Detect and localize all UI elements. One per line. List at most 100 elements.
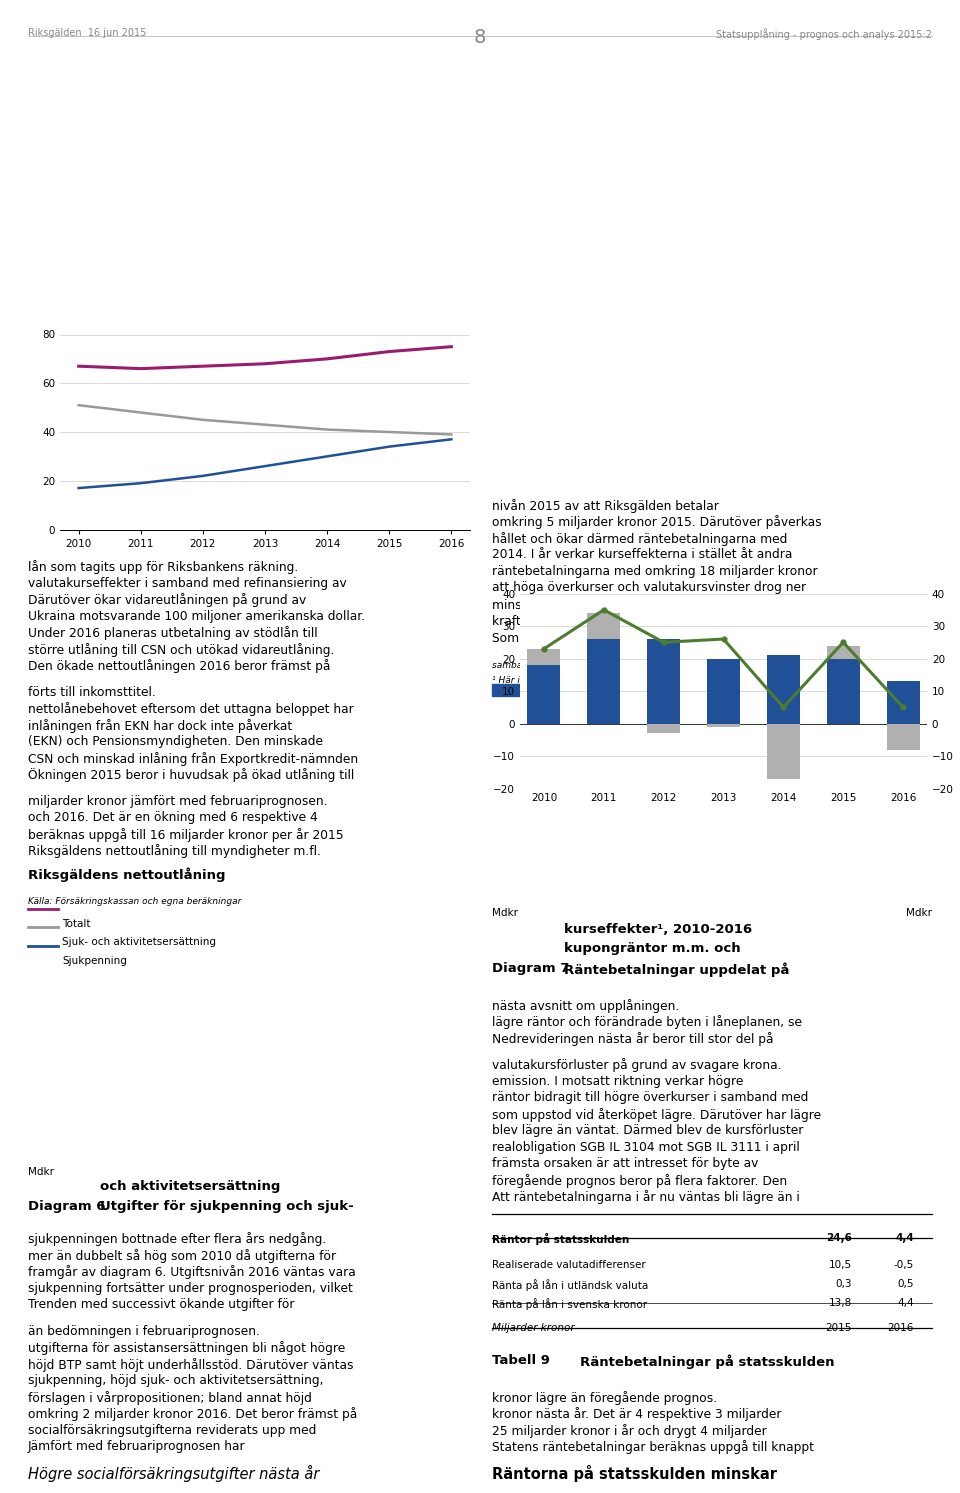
Text: Ränta på lån i svenska kronor: Ränta på lån i svenska kronor — [492, 1297, 647, 1309]
Bar — [827, 645, 859, 658]
Text: Statsupplåning - prognos och analys 2015:2: Statsupplåning - prognos och analys 2015… — [716, 28, 932, 40]
Text: framgår av diagram 6. Utgiftsnivån 2016 väntas vara: framgår av diagram 6. Utgiftsnivån 2016 … — [28, 1265, 356, 1280]
Text: 25 miljarder kronor i år och drygt 4 miljarder: 25 miljarder kronor i år och drygt 4 mil… — [492, 1424, 767, 1438]
Text: mer än dubbelt så hög som 2010 då utgifterna för: mer än dubbelt så hög som 2010 då utgift… — [28, 1248, 336, 1263]
Text: nettolånebehovet eftersom det uttagna beloppet har: nettolånebehovet eftersom det uttagna be… — [28, 702, 353, 717]
Text: Att räntebetalningarna i år nu väntas bli lägre än i: Att räntebetalningarna i år nu väntas bl… — [492, 1190, 800, 1205]
Text: hållet och ökar därmed räntebetalningarna med: hållet och ökar därmed räntebetalningarn… — [492, 532, 787, 546]
Bar — [767, 724, 800, 779]
Text: valutakursförluster på grund av svagare krona.: valutakursförluster på grund av svagare … — [492, 1059, 781, 1072]
Text: kraftigt mellan 2014 och 2015 för att sedan åter: kraftigt mellan 2014 och 2015 för att se… — [492, 614, 790, 629]
Bar — [630, 684, 660, 696]
Text: Som framgår av diagram 7 ökar räntebetalningarna: Som framgår av diagram 7 ökar räntebetal… — [492, 632, 810, 645]
Bar — [708, 724, 740, 727]
Text: Totalt: Totalt — [774, 699, 802, 709]
Text: föregående prognos beror på flera faktorer. Den: föregående prognos beror på flera faktor… — [492, 1173, 787, 1187]
Text: Källa: Försäkringskassan och egna beräkningar: Källa: Försäkringskassan och egna beräkn… — [28, 897, 241, 906]
Bar — [588, 639, 620, 724]
Text: omkring 2 miljarder kronor 2016. Det beror främst på: omkring 2 miljarder kronor 2016. Det ber… — [28, 1408, 357, 1421]
Text: Kupongräntor m.m.: Kupongräntor m.m. — [526, 699, 628, 709]
Text: Statens räntebetalningar beräknas uppgå till knappt: Statens räntebetalningar beräknas uppgå … — [492, 1441, 814, 1454]
Text: Diagram 6: Diagram 6 — [28, 1200, 106, 1212]
Text: CSN och minskad inlåning från Exportkredit-nämnden: CSN och minskad inlåning från Exportkred… — [28, 752, 358, 766]
Text: 0,3: 0,3 — [835, 1280, 852, 1288]
Text: Ränta på lån i utländsk valuta: Ränta på lån i utländsk valuta — [492, 1280, 648, 1291]
Text: Mdkr: Mdkr — [906, 908, 932, 918]
Text: Riksgäldens nettoutlåning till myndigheter m.fl.: Riksgäldens nettoutlåning till myndighet… — [28, 844, 321, 858]
Text: höjd BTP samt höjt underhållsstöd. Därutöver väntas: höjd BTP samt höjt underhållsstöd. Därut… — [28, 1357, 353, 1372]
Bar — [527, 649, 561, 664]
Text: 24,6: 24,6 — [827, 1233, 852, 1244]
Text: Trenden med successivt ökande utgifter för: Trenden med successivt ökande utgifter f… — [28, 1299, 295, 1311]
Text: Räntor på statsskulden: Räntor på statsskulden — [492, 1233, 629, 1245]
Text: och 2016. Det är en ökning med 6 respektive 4: och 2016. Det är en ökning med 6 respekt… — [28, 811, 318, 824]
Text: 8: 8 — [474, 28, 486, 46]
Text: Riksgäldens nettoutlåning: Riksgäldens nettoutlåning — [28, 867, 226, 882]
Text: Mdkr: Mdkr — [492, 908, 518, 918]
Text: som uppstod vid återköpet lägre. Därutöver har lägre: som uppstod vid återköpet lägre. Därutöv… — [492, 1108, 821, 1121]
Text: miljarder kronor jämfört med februariprognosen.: miljarder kronor jämfört med februaripro… — [28, 794, 327, 808]
Text: Sjuk- och aktivitetsersättning: Sjuk- och aktivitetsersättning — [62, 938, 216, 948]
Text: sjukpenning fortsätter under prognosperioden, vilket: sjukpenning fortsätter under prognosperi… — [28, 1282, 353, 1294]
Text: sjukpenning, höjd sjuk- och aktivitetsersättning,: sjukpenning, höjd sjuk- och aktivitetser… — [28, 1374, 324, 1387]
Text: Räntebetalningar på statsskulden: Räntebetalningar på statsskulden — [580, 1354, 834, 1369]
Bar — [708, 658, 740, 724]
Text: än bedömningen i februariprognosen.: än bedömningen i februariprognosen. — [28, 1324, 260, 1338]
Bar — [647, 724, 680, 733]
Text: nivån 2015 av att Riksgälden betalar: nivån 2015 av att Riksgälden betalar — [492, 499, 719, 512]
Text: Totalt: Totalt — [62, 920, 90, 929]
Text: större utlåning till CSN och utökad vidareutlåning.: större utlåning till CSN och utökad vida… — [28, 643, 334, 657]
Text: Riksgälden  16 jun 2015: Riksgälden 16 jun 2015 — [28, 28, 146, 37]
Text: Miljarder kronor: Miljarder kronor — [492, 1323, 575, 1333]
Text: Diagram 7: Diagram 7 — [492, 961, 569, 975]
Text: Sjukpenning: Sjukpenning — [62, 956, 127, 966]
Text: Ukraina motsvarande 100 miljoner amerikanska dollar.: Ukraina motsvarande 100 miljoner amerika… — [28, 609, 365, 623]
Text: Under 2016 planeras utbetalning av stödlån till: Under 2016 planeras utbetalning av stödl… — [28, 626, 318, 640]
Text: emission. I motsatt riktning verkar högre: emission. I motsatt riktning verkar högr… — [492, 1075, 743, 1087]
Bar — [767, 655, 800, 724]
Bar — [887, 724, 920, 749]
Text: kronor lägre än föregående prognos.: kronor lägre än föregående prognos. — [492, 1391, 717, 1405]
Text: räntebetalningarna med omkring 18 miljarder kronor: räntebetalningarna med omkring 18 miljar… — [492, 564, 818, 578]
Text: att höga överkurser och valutakursvinster drog ner: att höga överkurser och valutakursvinste… — [492, 581, 806, 594]
Text: och aktivitetsersättning: och aktivitetsersättning — [100, 1179, 280, 1193]
Text: 4,4: 4,4 — [896, 1233, 914, 1244]
Text: nästa avsnitt om upplåningen.: nästa avsnitt om upplåningen. — [492, 999, 680, 1012]
Text: kupongräntor m.m. och: kupongräntor m.m. och — [564, 942, 740, 956]
Text: Realiserade valutadifferenser: Realiserade valutadifferenser — [492, 1260, 646, 1271]
Text: 4,4: 4,4 — [898, 1297, 914, 1308]
Bar — [492, 684, 522, 696]
Text: Utgifter för sjukpenning och sjuk-: Utgifter för sjukpenning och sjuk- — [100, 1200, 353, 1212]
Text: beräknas uppgå till 16 miljarder kronor per år 2015: beräknas uppgå till 16 miljarder kronor … — [28, 827, 344, 842]
Text: 2015: 2015 — [826, 1323, 852, 1333]
Text: realobligation SGB IL 3104 mot SGB IL 3111 i april: realobligation SGB IL 3104 mot SGB IL 31… — [492, 1141, 800, 1154]
Text: lägre räntor och förändrade byten i låneplanen, se: lägre räntor och förändrade byten i låne… — [492, 1015, 802, 1029]
Text: Mdkr: Mdkr — [28, 1166, 54, 1176]
Text: samband med byten/återköp samt realiserade valutakursvinster/förluster.: samband med byten/återköp samt realisera… — [492, 660, 827, 670]
Text: 13,8: 13,8 — [828, 1297, 852, 1308]
Text: (EKN) och Pensionsmyndigheten. Den minskade: (EKN) och Pensionsmyndigheten. Den minsk… — [28, 735, 323, 748]
Text: Nedrevideringen nästa år beror till stor del på: Nedrevideringen nästa år beror till stor… — [492, 1032, 774, 1045]
Text: kurseffekter¹, 2010-2016: kurseffekter¹, 2010-2016 — [564, 923, 752, 936]
Text: omkring 5 miljarder kronor 2015. Därutöver påverkas: omkring 5 miljarder kronor 2015. Därutöv… — [492, 515, 822, 530]
Text: 10,5: 10,5 — [828, 1260, 852, 1271]
Text: Jämfört med februariprognosen har: Jämfört med februariprognosen har — [28, 1441, 246, 1453]
Text: främsta orsaken är att intresset för byte av: främsta orsaken är att intresset för byt… — [492, 1157, 758, 1171]
Text: 0,5: 0,5 — [898, 1280, 914, 1288]
Text: -0,5: -0,5 — [894, 1260, 914, 1271]
Text: Räntebetalningar uppdelat på: Räntebetalningar uppdelat på — [564, 961, 789, 976]
Bar — [588, 614, 620, 639]
Text: ¹ Här ingår över/underkurser vid emission, kursvinster/förluster i: ¹ Här ingår över/underkurser vid emissio… — [492, 675, 784, 685]
Text: Räntorna på statsskulden minskar: Räntorna på statsskulden minskar — [492, 1465, 777, 1483]
Text: Tabell 9: Tabell 9 — [492, 1354, 550, 1368]
Text: valutakurseffekter i samband med refinansiering av: valutakurseffekter i samband med refinan… — [28, 576, 347, 590]
Bar — [527, 664, 561, 724]
Text: kronor nästa år. Det är 4 respektive 3 miljarder: kronor nästa år. Det är 4 respektive 3 m… — [492, 1408, 781, 1421]
Bar — [827, 658, 859, 724]
Text: förslagen i vårpropositionen; bland annat höjd: förslagen i vårpropositionen; bland anna… — [28, 1391, 312, 1405]
Text: förts till inkomsttitel.: förts till inkomsttitel. — [28, 685, 156, 699]
Text: utgifterna för assistansersättningen bli något högre: utgifterna för assistansersättningen bli… — [28, 1341, 346, 1356]
Text: 2014. I år verkar kurseffekterna i stället åt andra: 2014. I år verkar kurseffekterna i ställ… — [492, 548, 792, 561]
Text: blev lägre än väntat. Därmed blev de kursförluster: blev lägre än väntat. Därmed blev de kur… — [492, 1124, 804, 1138]
Text: Ökningen 2015 beror i huvudsak på ökad utlåning till: Ökningen 2015 beror i huvudsak på ökad u… — [28, 769, 354, 782]
